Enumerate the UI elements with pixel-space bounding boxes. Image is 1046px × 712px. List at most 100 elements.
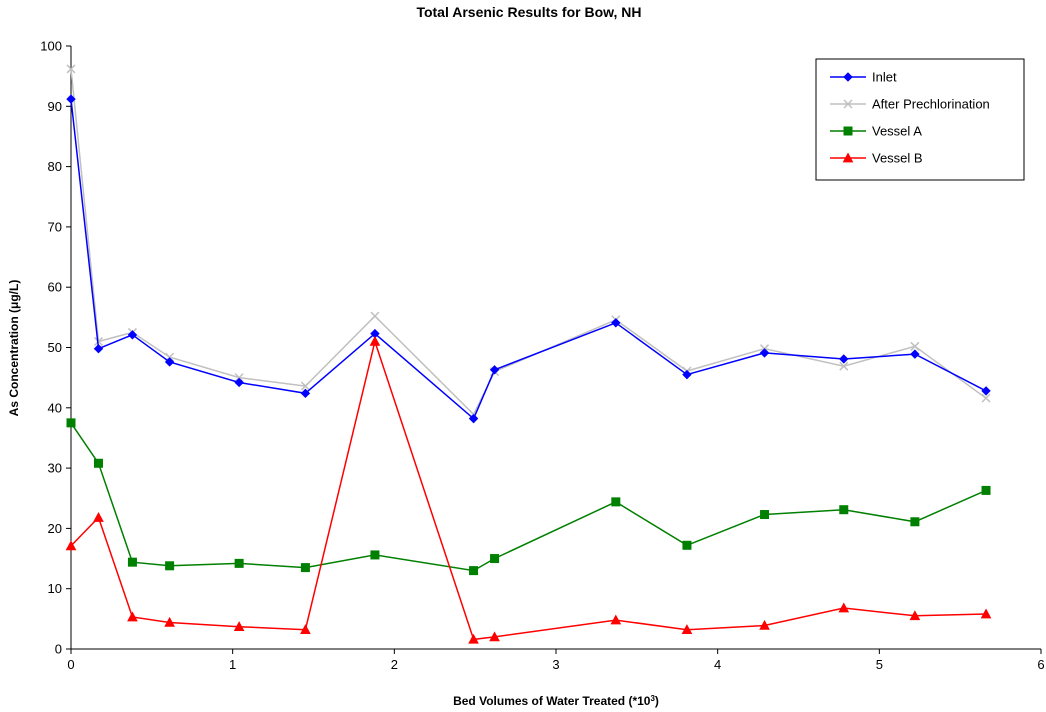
x-axis-label: Bed Volumes of Water Treated (*103)	[453, 694, 659, 709]
data-point-vessel-a	[682, 540, 692, 550]
x-axis-label-main: Bed Volumes of Water Treated (*10	[453, 694, 651, 708]
legend-label-after-prechlorination: After Prechlorination	[872, 97, 990, 112]
x-tick-label: 1	[229, 657, 236, 672]
y-tick-label: 10	[48, 581, 62, 596]
data-point-vessel-b	[164, 616, 175, 627]
legend-marker-inlet	[843, 72, 853, 82]
data-point-vessel-a	[370, 550, 380, 560]
y-tick-label: 60	[48, 280, 62, 295]
data-point-inlet	[759, 348, 770, 358]
data-point-vessel-b	[610, 614, 622, 625]
data-point-vessel-a	[611, 497, 621, 507]
data-point-inlet	[981, 386, 991, 396]
data-point-vessel-a	[66, 418, 76, 428]
x-axis-label-superscript: 3	[650, 694, 655, 703]
data-point-vessel-b	[233, 621, 245, 632]
data-point-inlet	[489, 365, 500, 375]
data-point-after-prechlorination	[300, 381, 310, 391]
data-point-vessel-a	[165, 561, 175, 571]
data-point-after-prechlorination	[93, 336, 104, 347]
x-axis-label-end: )	[655, 694, 659, 708]
data-point-vessel-b	[65, 540, 77, 551]
data-point-after-prechlorination	[981, 393, 991, 403]
data-point-inlet	[164, 357, 175, 367]
chart-title: Total Arsenic Results for Bow, NH	[416, 4, 641, 20]
data-point-inlet	[682, 369, 692, 380]
data-point-after-prechlorination-stroke-b	[234, 373, 244, 383]
data-point-vessel-b	[681, 624, 693, 635]
data-point-inlet	[611, 318, 621, 328]
data-point-inlet	[93, 343, 104, 354]
series-line-vessel-a	[70, 422, 987, 572]
data-point-after-prechlorination	[234, 373, 244, 383]
legend-label-vessel-b: Vessel B	[872, 151, 923, 166]
data-point-vessel-b	[468, 633, 479, 644]
y-tick-label: 50	[48, 340, 62, 355]
data-point-vessel-b	[93, 511, 104, 522]
legend-label-inlet: Inlet	[872, 70, 897, 85]
legend: Inlet After Prechlorination Vessel A Vessel…	[815, 58, 1025, 181]
data-point-after-prechlorination-stroke-b	[66, 64, 76, 74]
x-tick-label: 5	[876, 657, 883, 672]
data-point-inlet	[468, 413, 479, 424]
data-point-vessel-b	[369, 335, 381, 346]
data-point-inlet	[300, 388, 311, 399]
data-point-after-prechlorination	[370, 311, 380, 321]
legend-item-inlet: Inlet	[830, 70, 897, 85]
y-tick-label: 100	[40, 39, 62, 54]
y-tick-label: 40	[48, 400, 62, 415]
legend-marker-after-prechlorination	[843, 99, 853, 109]
data-point-vessel-a	[910, 517, 920, 527]
data-point-vessel-a	[981, 485, 991, 495]
series-inlet	[66, 94, 991, 424]
y-tick-label: 30	[48, 461, 62, 476]
data-point-after-prechlorination-stroke-b	[93, 336, 104, 347]
legend-label-vessel-a: Vessel A	[872, 124, 922, 139]
legend-item-vessel-b: Vessel B	[830, 151, 923, 166]
data-point-vessel-b	[838, 602, 850, 613]
data-point-inlet	[234, 377, 244, 388]
data-point-after-prechlorination	[66, 64, 76, 74]
data-point-inlet	[910, 349, 920, 359]
y-tick-label: 0	[55, 642, 62, 657]
x-tick-label: 2	[391, 657, 398, 672]
data-point-vessel-a	[839, 505, 849, 515]
legend-item-vessel-a: Vessel A	[830, 124, 922, 139]
x-tick-label: 6	[1037, 657, 1044, 672]
data-point-vessel-a	[300, 563, 310, 573]
series-layer	[65, 64, 992, 644]
series-vessel-b	[65, 335, 992, 644]
data-point-vessel-a	[93, 458, 103, 468]
legend-item-after-prechlorination: After Prechlorination	[830, 97, 990, 112]
data-point-inlet	[839, 354, 849, 364]
data-point-vessel-b	[980, 608, 992, 619]
series-line-vessel-b	[70, 338, 987, 641]
data-point-vessel-a	[469, 566, 479, 576]
data-point-vessel-a	[127, 557, 137, 567]
data-point-vessel-b	[909, 610, 921, 621]
data-point-inlet	[66, 94, 76, 104]
y-axis-label: As Concentration (μg/L)	[7, 280, 21, 417]
data-point-after-prechlorination-stroke-b	[370, 311, 380, 321]
data-point-vessel-a	[490, 554, 500, 564]
y-tick-label: 70	[48, 219, 62, 234]
x-tick-label: 4	[714, 657, 721, 672]
data-point-after-prechlorination-stroke-b	[839, 361, 849, 371]
y-tick-label: 80	[48, 159, 62, 174]
data-point-vessel-b	[759, 619, 770, 630]
data-point-vessel-a	[234, 558, 244, 568]
y-tick-label: 20	[48, 521, 62, 536]
data-point-vessel-b	[489, 631, 500, 642]
data-point-after-prechlorination-stroke-b	[300, 381, 310, 391]
axes: 0 10 20 30 40 50 60 70 80 90 100 0 1 2 3 4 5 6	[40, 39, 1044, 673]
x-tick-label: 3	[552, 657, 559, 672]
x-tick-label: 0	[67, 657, 74, 672]
data-point-after-prechlorination-stroke-b	[910, 341, 920, 351]
data-point-after-prechlorination-stroke-b	[981, 393, 991, 403]
data-point-vessel-b	[127, 611, 138, 622]
data-point-inlet	[127, 330, 138, 340]
legend-marker-after-prechlorination-stroke-b	[843, 99, 853, 109]
data-point-vessel-b	[300, 624, 311, 635]
data-point-after-prechlorination	[910, 341, 920, 351]
